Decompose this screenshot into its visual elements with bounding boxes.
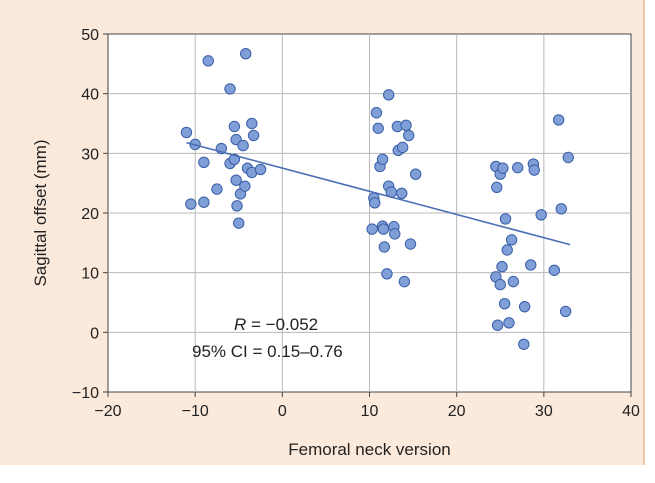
x-axis-title: Femoral neck version (288, 440, 451, 459)
data-point (211, 183, 223, 195)
ci-annotation: 95% CI = 0.15–0.76 (192, 342, 343, 361)
data-point (180, 126, 193, 139)
data-point (501, 244, 513, 256)
data-point (240, 47, 252, 60)
x-tick-labels: −20 −10 0 10 20 30 40 (94, 403, 640, 420)
y-axis-title: Sagittal offset (mm) (31, 139, 50, 286)
y-tick-label: 50 (81, 27, 99, 44)
x-tick-label: −10 (182, 403, 209, 420)
data-point (366, 223, 378, 235)
data-point (370, 107, 383, 119)
data-point (254, 163, 267, 176)
data-point (562, 151, 574, 164)
data-point (494, 278, 506, 291)
data-point (228, 120, 241, 133)
r-symbol: R (234, 315, 246, 334)
data-point (528, 164, 540, 176)
data-point (497, 162, 509, 174)
data-point (396, 187, 408, 200)
y-tick-label: 0 (90, 325, 99, 342)
data-point (409, 168, 422, 180)
data-point (231, 200, 243, 212)
data-point (525, 259, 537, 271)
data-point (499, 213, 512, 225)
data-point (491, 319, 504, 331)
data-point (239, 180, 251, 192)
data-point (503, 317, 515, 329)
data-point (518, 300, 531, 313)
y-tick-label: 10 (81, 266, 99, 283)
data-point (376, 153, 389, 166)
data-point (369, 197, 381, 209)
data-point (511, 161, 524, 174)
y-tick-label: 20 (81, 206, 99, 223)
data-point (496, 261, 508, 273)
grid-lines (103, 33, 632, 397)
data-point (552, 114, 565, 126)
r-annotation: R = −0.052 (234, 315, 318, 334)
data-points (180, 47, 574, 350)
y-tick-label: −10 (72, 385, 99, 402)
y-tick-label: 30 (81, 146, 99, 163)
r-value: = −0.052 (246, 315, 318, 334)
x-tick-label: 10 (361, 403, 379, 420)
data-point (555, 203, 567, 215)
data-point (378, 241, 391, 253)
data-point (381, 268, 393, 280)
data-point (559, 305, 572, 318)
data-point (396, 141, 409, 154)
data-point (382, 89, 395, 101)
data-point (230, 174, 242, 186)
x-tick-label: 40 (622, 403, 640, 420)
data-point (491, 181, 503, 194)
data-point (403, 129, 415, 142)
data-point (198, 196, 210, 208)
data-point (548, 264, 560, 276)
data-point (198, 156, 210, 168)
data-point (507, 275, 520, 288)
data-point (202, 55, 214, 67)
data-point (404, 238, 417, 250)
x-tick-label: 0 (278, 403, 287, 420)
data-point (535, 209, 547, 221)
regression-line (186, 141, 571, 246)
data-point (372, 122, 384, 134)
data-point (400, 119, 412, 131)
data-point (389, 228, 401, 240)
x-tick-label: 20 (448, 403, 466, 420)
data-point (247, 129, 260, 142)
y-tick-labels: −10 0 10 20 30 40 50 (72, 27, 99, 402)
data-point (505, 234, 518, 246)
x-tick-label: −20 (94, 403, 121, 420)
data-point (377, 223, 390, 235)
x-tick-label: 30 (535, 403, 553, 420)
data-point (233, 217, 245, 229)
data-point (224, 83, 236, 95)
data-point (185, 198, 197, 210)
data-point (398, 275, 411, 288)
figure-panel: −20 −10 0 10 20 30 40 −10 0 10 20 30 40 50 Femoral n… (0, 0, 645, 465)
data-point (237, 139, 249, 152)
data-point (518, 338, 530, 350)
data-point (246, 117, 258, 130)
data-point (498, 297, 511, 310)
y-tick-label: 40 (81, 87, 99, 104)
